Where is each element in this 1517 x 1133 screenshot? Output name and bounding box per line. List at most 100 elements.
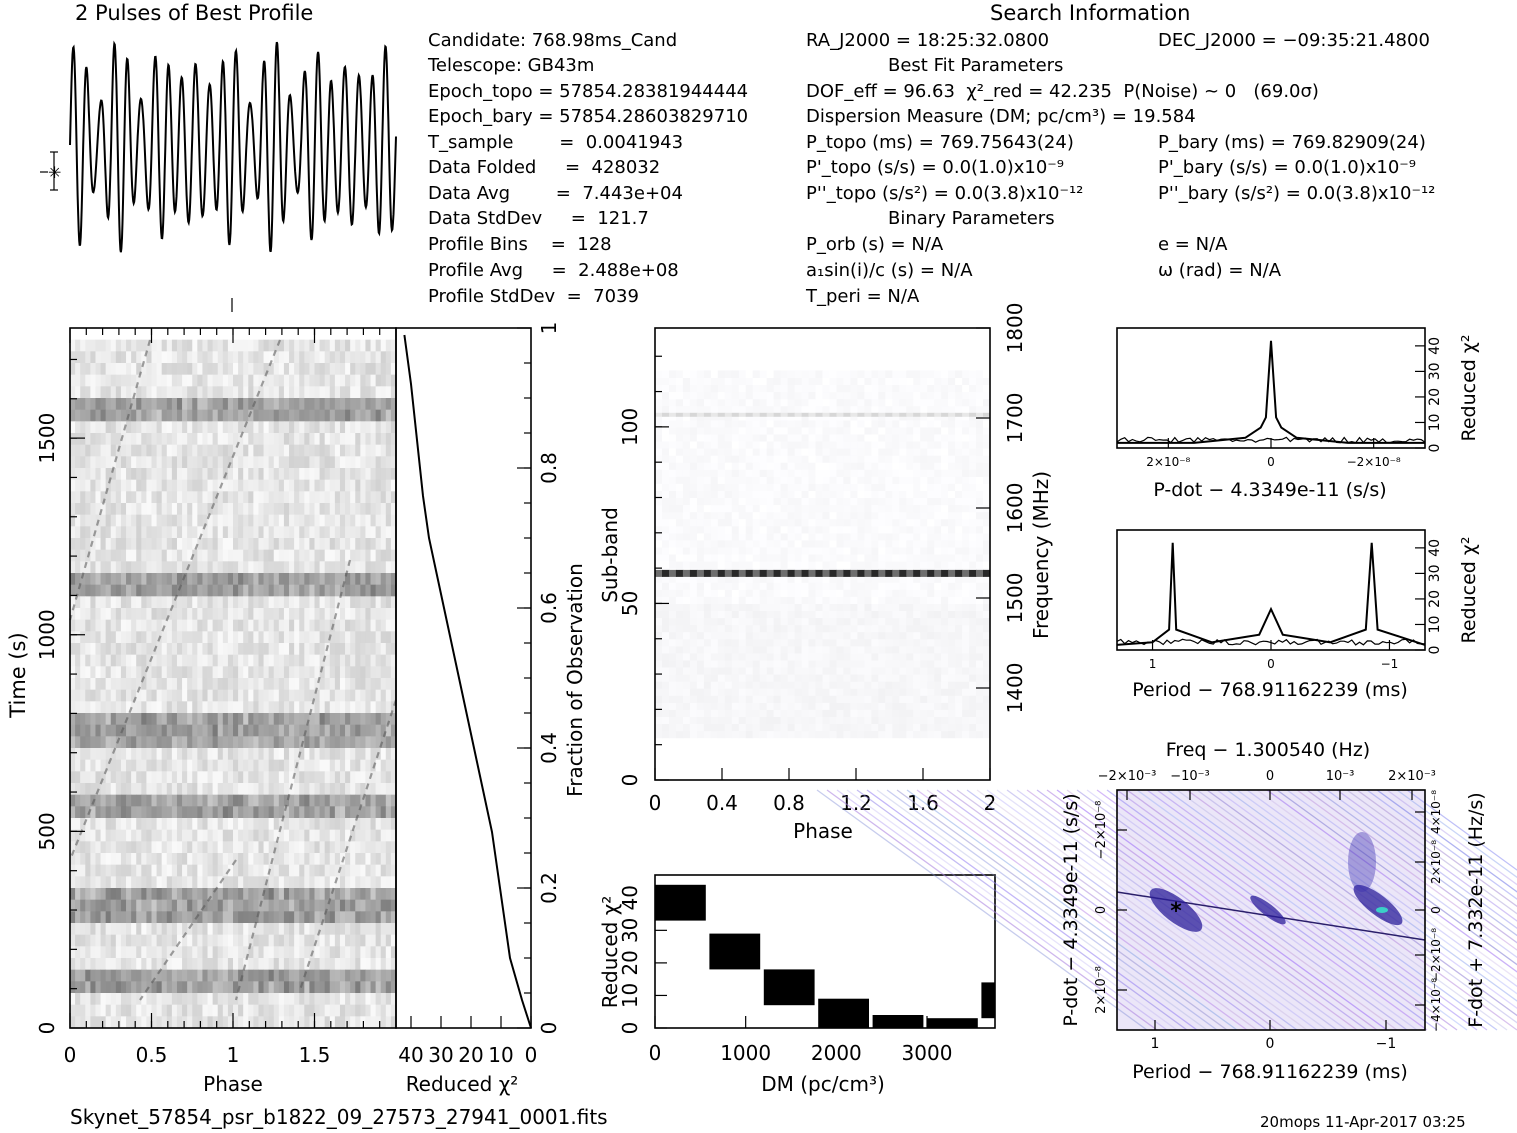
time-phase-cell [278, 969, 285, 982]
time-phase-cell [334, 503, 341, 516]
time-phase-cell [248, 853, 254, 866]
time-phase-cell [253, 444, 259, 457]
time-phase-cell [146, 993, 152, 1006]
time-phase-cell [329, 421, 336, 434]
subband-cell [976, 723, 984, 732]
subband-cell [759, 610, 768, 619]
time-phase-cell [202, 561, 208, 574]
time-phase-cell [176, 538, 183, 551]
time-phase-cell [207, 584, 214, 597]
subband-cell [948, 659, 956, 668]
subband-cell [787, 702, 796, 710]
time-phase-cell [197, 549, 203, 562]
time-phase-cell [355, 608, 361, 621]
time-phase-cell [390, 421, 397, 434]
time-phase-cell [365, 864, 371, 877]
time-phase-cell [289, 981, 295, 994]
time-phase-cell [309, 514, 315, 527]
time-phase-cell [115, 934, 122, 947]
time-phase-cell [166, 479, 173, 492]
time-phase-cell [375, 503, 382, 516]
time-phase-cell [131, 713, 137, 726]
p-topo-line: P_topo (ms) = 769.75643(24) [806, 132, 1074, 153]
time-phase-cell [85, 409, 91, 422]
subband-cell [843, 659, 851, 668]
time-phase-cell [217, 444, 224, 457]
time-phase-cell [268, 549, 275, 562]
time-phase-cell [324, 386, 331, 399]
subband-cell [892, 702, 900, 710]
time-phase-cell [370, 736, 377, 749]
subband-cell [738, 610, 747, 619]
time-phase-cell [100, 724, 107, 737]
time-phase-cell [238, 841, 244, 854]
time-phase-cell [319, 993, 326, 1006]
time-phase-cell [324, 853, 331, 866]
time-phase-cell [238, 608, 244, 621]
time-phase-cell [100, 1004, 107, 1017]
time-phase-cell [156, 724, 163, 737]
time-phase-cell [233, 584, 239, 597]
time-phase-cell [339, 596, 346, 609]
subband-cell [913, 610, 921, 619]
time-phase-cell [278, 561, 285, 574]
subband-cell [794, 716, 803, 724]
time-phase-cell [390, 468, 397, 481]
time-phase-cell [238, 573, 244, 586]
time-phase-cell [202, 456, 208, 469]
time-phase-cell [176, 491, 183, 504]
time-phase-cell [105, 876, 112, 889]
time-phase-cell [70, 818, 76, 831]
time-phase-cell [334, 759, 341, 772]
time-phase-cell [80, 888, 86, 901]
subband-cell [731, 603, 740, 611]
subband-cell [808, 638, 816, 647]
time-phase-cell [85, 829, 91, 842]
time-phase-cell [253, 1004, 259, 1017]
profile-title: 2 Pulses of Best Profile [75, 1, 313, 25]
time-phase-cell [268, 1004, 275, 1017]
subband-cell [962, 688, 970, 696]
time-phase-cell [253, 969, 259, 982]
subband-cell [927, 659, 935, 668]
time-phase-cell [289, 561, 295, 574]
subband-cell [682, 667, 691, 675]
subband-cell [850, 667, 858, 675]
time-phase-cell [289, 853, 295, 866]
time-phase-cell [345, 433, 351, 446]
time-phase-cell [202, 444, 208, 457]
time-phase-cell [329, 771, 336, 784]
time-phase-cell [273, 923, 280, 936]
time-phase-cell [350, 689, 356, 702]
time-phase-cell [192, 398, 198, 411]
subband-cell [913, 638, 921, 647]
time-phase-cell [136, 386, 142, 399]
time-phase-cell [278, 794, 285, 807]
time-phase-cell [304, 818, 310, 831]
time-phase-cell [365, 654, 371, 667]
time-phase-cell [380, 888, 387, 901]
time-phase-cell [238, 911, 244, 924]
time-phase-cell [339, 934, 346, 947]
time-phase-cell [248, 1004, 254, 1017]
time-phase-cell [110, 771, 117, 784]
time-phase-cell [197, 468, 203, 481]
time-phase-cell [156, 701, 163, 714]
time-phase-cell [75, 818, 81, 831]
time-phase-cell [120, 958, 127, 971]
time-phase-cell [314, 573, 320, 586]
time-phase-cell [314, 491, 320, 504]
time-phase-cell [380, 561, 387, 574]
time-phase-cell [95, 829, 101, 842]
subband-cell [752, 652, 761, 661]
subband-cell [703, 603, 712, 611]
time-phase-cell [278, 934, 285, 947]
time-phase-cell [263, 608, 270, 621]
subband-cell [696, 688, 705, 696]
time-phase-cell [182, 666, 188, 679]
time-phase-cell [258, 911, 264, 924]
time-phase-cell [115, 946, 122, 959]
time-phase-cell [212, 899, 219, 912]
time-phase-cell [238, 363, 244, 376]
time-phase-cell [227, 794, 234, 807]
